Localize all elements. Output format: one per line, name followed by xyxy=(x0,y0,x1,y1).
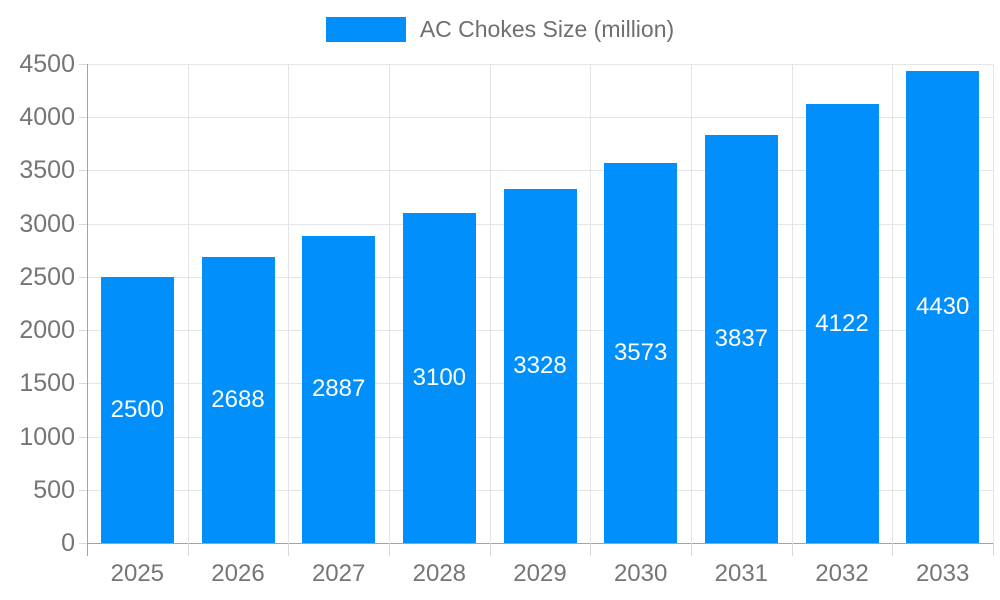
gridline-horizontal xyxy=(87,543,993,544)
x-axis-label: 2027 xyxy=(311,560,366,587)
gridline-horizontal xyxy=(87,170,993,172)
x-axis-label: 2025 xyxy=(110,560,165,587)
bar-2025[interactable]: 2500 xyxy=(100,276,174,543)
bar-value-label: 4430 xyxy=(915,293,970,321)
x-axis-label: 2031 xyxy=(714,560,769,587)
y-axis-label: 3500 xyxy=(19,156,75,185)
y-axis-tick xyxy=(79,489,87,491)
bar-value-label: 2500 xyxy=(110,395,165,423)
y-axis-label: 4500 xyxy=(19,50,75,78)
bar-2028[interactable]: 3100 xyxy=(402,213,476,543)
x-axis-tick xyxy=(187,543,189,556)
x-axis-label: 2028 xyxy=(412,560,467,587)
bar-2026[interactable]: 2688 xyxy=(201,256,275,543)
x-axis-tick xyxy=(791,543,793,556)
x-axis-label: 2029 xyxy=(513,560,567,587)
y-axis-tick xyxy=(79,64,87,65)
bar-value-label: 3837 xyxy=(714,324,769,352)
y-axis-label: 0 xyxy=(61,529,75,557)
y-axis-tick xyxy=(79,170,87,172)
y-axis-label: 3000 xyxy=(19,209,75,238)
y-axis-tick xyxy=(79,543,87,544)
x-axis-tick xyxy=(389,543,390,556)
gridline-vertical xyxy=(590,64,592,543)
y-axis-label: 4000 xyxy=(19,103,75,132)
gridline-horizontal xyxy=(87,64,993,65)
bar-2030[interactable]: 3573 xyxy=(604,162,678,543)
y-axis-tick xyxy=(79,276,87,278)
x-axis-tick xyxy=(590,543,592,556)
gridline-vertical xyxy=(791,64,793,543)
bar-2031[interactable]: 3837 xyxy=(704,134,778,543)
gridline-vertical xyxy=(389,64,390,543)
gridline-vertical xyxy=(993,64,994,543)
bar-value-label: 3100 xyxy=(412,364,467,391)
x-axis-label: 2033 xyxy=(915,560,970,587)
bar-2032[interactable]: 4122 xyxy=(805,104,879,543)
bar-value-label: 3573 xyxy=(613,338,668,366)
legend-label: AC Chokes Size (million) xyxy=(419,16,675,42)
plot-area: 2500 2688 2887 3100 3328 3573 3837 4122 4430 xyxy=(79,64,994,556)
y-axis-line xyxy=(87,64,88,556)
x-axis-tick xyxy=(993,543,994,556)
x-axis-tick xyxy=(288,543,290,556)
x-axis-tick xyxy=(892,543,894,556)
x-axis-label: 2026 xyxy=(211,560,265,587)
legend-swatch-icon xyxy=(325,17,406,42)
y-axis-tick xyxy=(79,383,87,385)
legend[interactable]: AC Chokes Size (million) xyxy=(0,16,1000,43)
x-axis-label: 2032 xyxy=(815,560,869,587)
bar-2033[interactable]: 4430 xyxy=(906,71,980,543)
bar-value-label: 2887 xyxy=(311,375,366,403)
x-axis-label: 2030 xyxy=(613,560,668,587)
y-axis-label: 2000 xyxy=(19,316,75,345)
gridline-vertical xyxy=(892,64,894,543)
y-axis-tick xyxy=(79,436,87,438)
x-axis-tick xyxy=(489,543,491,556)
bar-value-label: 3328 xyxy=(513,351,567,379)
gridline-vertical xyxy=(691,64,692,543)
x-axis-tick xyxy=(691,543,692,556)
y-axis-label: 500 xyxy=(33,475,75,504)
gridline-horizontal xyxy=(87,117,993,119)
y-axis-label: 1500 xyxy=(19,369,75,398)
bar-value-label: 4122 xyxy=(815,309,869,337)
bar-value-label: 2688 xyxy=(211,385,265,413)
gridline-vertical xyxy=(187,64,189,543)
bar-2027[interactable]: 2887 xyxy=(302,235,376,543)
y-axis-label: 2500 xyxy=(19,262,75,291)
bar-2029[interactable]: 3328 xyxy=(503,188,577,543)
y-axis-tick xyxy=(79,117,87,119)
y-axis-tick xyxy=(79,223,87,225)
gridline-vertical xyxy=(288,64,290,543)
y-axis-tick xyxy=(79,330,87,332)
gridline-vertical xyxy=(489,64,491,543)
y-axis-label: 1000 xyxy=(19,422,75,451)
